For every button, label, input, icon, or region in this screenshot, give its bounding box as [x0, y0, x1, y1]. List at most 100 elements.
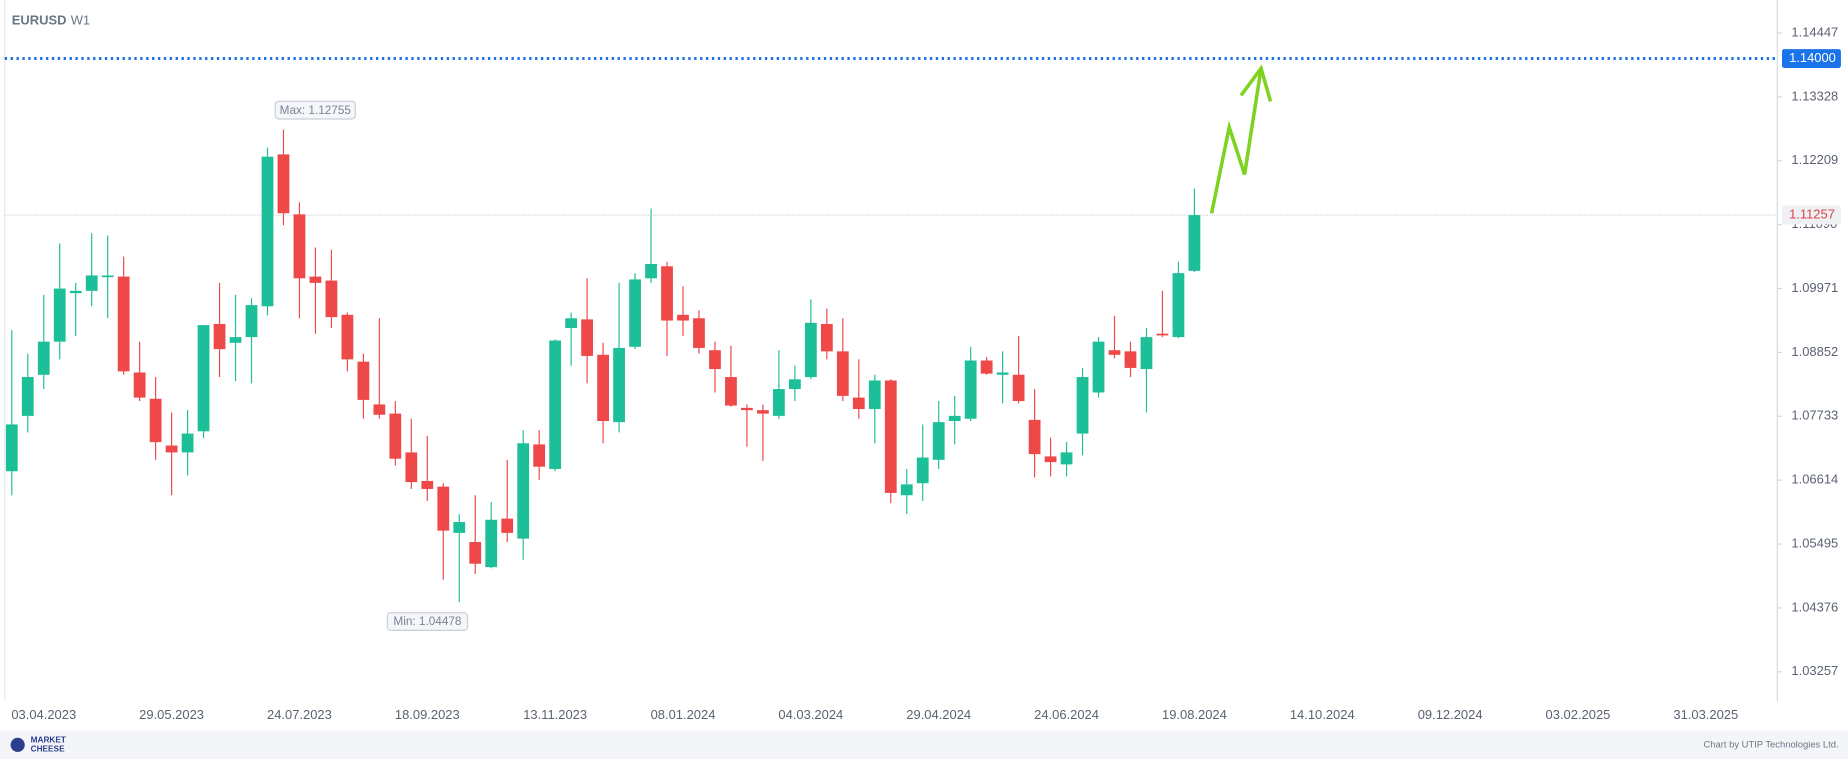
candle-body [405, 452, 418, 483]
candle-body [389, 413, 402, 459]
price-label-box [1782, 205, 1841, 225]
candle-body [868, 380, 881, 410]
candle-body [932, 422, 945, 460]
symbol: EURUSD [12, 13, 67, 28]
candle-body [757, 410, 769, 414]
x-tick-label: 08.01.2024 [651, 707, 716, 722]
candle-body [53, 288, 66, 342]
candle-body [309, 276, 322, 283]
candle-body [916, 457, 929, 484]
y-tick-label: 1.13328 [1791, 88, 1838, 103]
y-tick-label: 1.07733 [1791, 408, 1838, 423]
x-tick-label: 04.03.2024 [778, 707, 843, 722]
candle-body [820, 323, 833, 352]
candle-body [325, 280, 338, 318]
candle-body [964, 360, 977, 419]
candle-body [597, 354, 609, 422]
credit: Chart by UTIP Technologies Ltd. [1703, 738, 1838, 749]
candle-body [629, 279, 641, 347]
y-tick-label: 1.12209 [1791, 152, 1838, 167]
timeframe: W1 [71, 13, 90, 28]
candle-body [581, 319, 594, 356]
y-tick-label: 1.08852 [1791, 344, 1838, 359]
x-tick-label: 03.04.2023 [11, 707, 76, 722]
candle-body [149, 398, 162, 443]
candle-body [85, 275, 98, 291]
candle-body [693, 318, 705, 348]
candle-body [709, 350, 721, 370]
logo-text: MARKET [31, 735, 66, 744]
candle-body [549, 340, 562, 469]
candle-body [836, 351, 849, 396]
forecast-head [1239, 64, 1273, 102]
target-level-label: 1.14000 [1789, 50, 1836, 65]
candle-body [661, 266, 673, 321]
x-tick-label: 18.09.2023 [395, 707, 460, 722]
candle-body [357, 361, 370, 400]
price-label: 1.11257 [1789, 207, 1835, 222]
candle-body [69, 290, 82, 294]
logo-text: CHEESE [31, 745, 65, 754]
candle-body [788, 379, 801, 390]
extreme-label-box [386, 612, 469, 631]
candle-body [133, 372, 146, 398]
y-tick-label: 1.03257 [1791, 663, 1838, 678]
candle-body [1076, 377, 1089, 434]
candle-body [21, 377, 34, 416]
candle-body [341, 314, 354, 360]
candle-body [948, 415, 961, 422]
candle-body [1060, 452, 1073, 465]
x-tick-label: 24.06.2024 [1034, 707, 1099, 722]
y-tick-label: 1.14447 [1791, 24, 1838, 39]
candle-body [501, 518, 514, 533]
candle-body [1028, 419, 1041, 455]
candle-body [1108, 350, 1121, 355]
candle-body [421, 480, 434, 489]
y-tick-label: 1.06614 [1791, 472, 1838, 487]
candle-body [165, 445, 178, 453]
logo: MARKET CHEESE [10, 735, 66, 754]
candle-body [980, 360, 993, 374]
candle-body [5, 424, 18, 472]
candle-body [677, 314, 689, 321]
candle-body [645, 264, 657, 279]
candle-body [117, 276, 130, 372]
candle-body [1012, 374, 1025, 402]
candle-body [804, 322, 817, 378]
x-tick-label: 13.11.2023 [523, 707, 587, 722]
x-tick-label: 29.05.2023 [139, 707, 204, 722]
candle-body [1140, 337, 1153, 370]
candle-body [996, 372, 1009, 375]
x-tick-label: 14.10.2024 [1290, 707, 1355, 722]
candle-body [277, 154, 290, 214]
candle-body [900, 484, 913, 496]
y-tick-label: 1.04376 [1791, 599, 1838, 614]
candle-body [1044, 456, 1057, 463]
candle-body [213, 323, 226, 350]
candle-body [261, 156, 274, 307]
candle-body [1156, 333, 1169, 336]
candle-body [565, 318, 578, 328]
candle-body [37, 341, 50, 375]
candle-body [485, 519, 498, 568]
candle-body [1188, 215, 1201, 271]
footer-bar [0, 730, 1848, 759]
y-tick-label: 1.05495 [1791, 535, 1838, 550]
target-level-box [1782, 49, 1841, 68]
x-tick-label: 31.03.2025 [1673, 707, 1738, 722]
candle-body [517, 443, 530, 539]
candle-body [613, 347, 625, 423]
x-tick-label: 19.08.2024 [1162, 707, 1227, 722]
candle-body [884, 380, 897, 493]
logo-icon [10, 737, 25, 752]
candle-body [197, 325, 210, 432]
candle-body [101, 275, 114, 278]
candle-body [741, 407, 753, 411]
candle-body [852, 397, 865, 410]
candle-body [725, 377, 737, 406]
x-tick-label: 24.07.2023 [267, 707, 332, 722]
extreme-label: Min: 1.04478 [393, 615, 461, 628]
x-tick-label: 09.12.2024 [1418, 707, 1483, 722]
x-tick-label: 29.04.2024 [906, 707, 971, 722]
